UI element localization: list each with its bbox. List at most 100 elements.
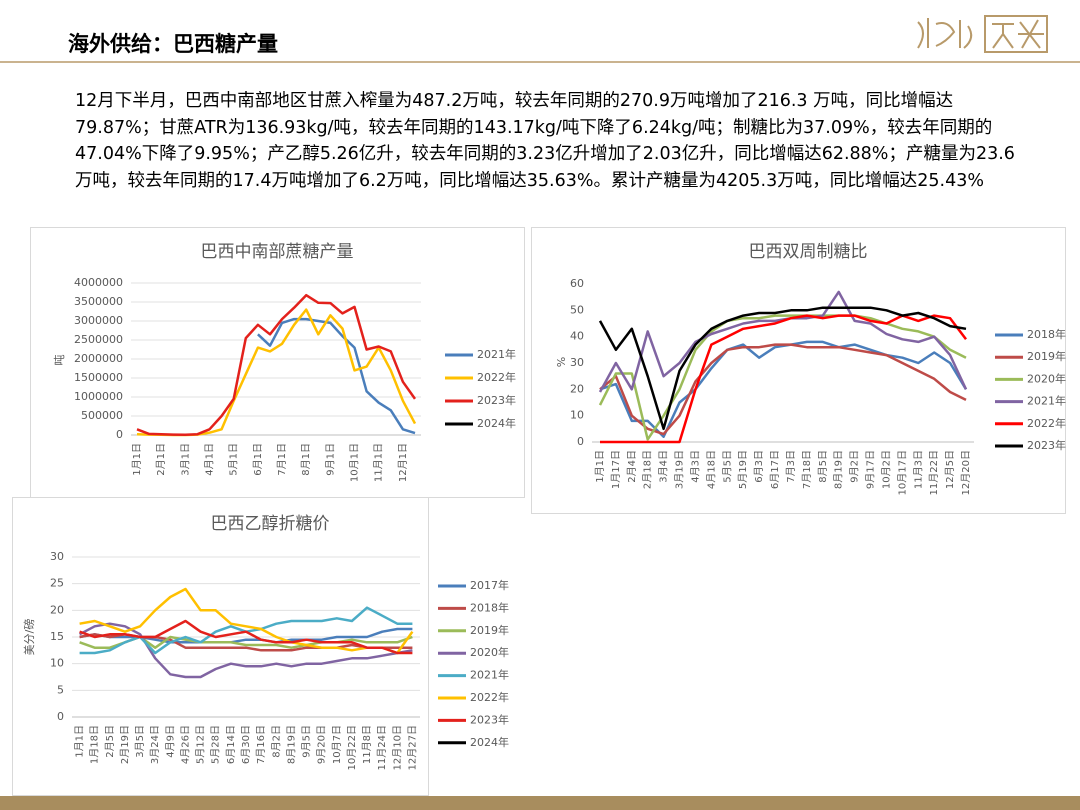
x-tick-label: 3月1日 bbox=[179, 443, 191, 476]
x-tick-label: 12月5日 bbox=[944, 450, 956, 489]
legend-label: 2020年 bbox=[1027, 371, 1066, 385]
x-tick-label: 4月3日 bbox=[689, 450, 701, 483]
legend-label: 2022年 bbox=[477, 370, 516, 384]
x-tick-label: 8月19日 bbox=[833, 450, 845, 489]
y-tick-label: 50 bbox=[570, 303, 584, 316]
x-tick-label: 8月1日 bbox=[300, 443, 312, 476]
x-tick-label: 4月18日 bbox=[705, 450, 717, 489]
x-tick-label: 1月1日 bbox=[74, 725, 86, 758]
footer-bar bbox=[0, 796, 1080, 810]
x-tick-label: 3月4日 bbox=[658, 450, 670, 483]
x-tick-label: 11月22日 bbox=[928, 450, 940, 495]
y-tick-label: 20 bbox=[50, 603, 64, 616]
y-tick-label: 5 bbox=[57, 683, 64, 696]
x-tick-label: 5月28日 bbox=[210, 725, 222, 764]
y-tick-label: 15 bbox=[50, 630, 64, 643]
x-tick-label: 9月5日 bbox=[301, 725, 313, 758]
line-series bbox=[598, 306, 967, 431]
y-axis-label: 吨 bbox=[53, 355, 66, 366]
x-tick-label: 1月18日 bbox=[89, 725, 101, 764]
y-tick-label: 2000000 bbox=[74, 352, 123, 365]
y-tick-label: 30 bbox=[570, 356, 584, 369]
chart-title: 巴西双周制糖比 bbox=[749, 242, 868, 262]
line-series bbox=[599, 343, 967, 436]
x-tick-label: 5月12日 bbox=[195, 725, 207, 764]
y-tick-label: 4000000 bbox=[74, 276, 123, 289]
x-tick-label: 11月3日 bbox=[912, 450, 924, 489]
x-tick-label: 5月19日 bbox=[737, 450, 749, 489]
y-tick-label: 60 bbox=[570, 277, 584, 290]
y-tick-label: 10 bbox=[570, 409, 584, 422]
x-tick-label: 8月19日 bbox=[285, 725, 297, 764]
x-tick-label: 10月7日 bbox=[331, 725, 343, 764]
legend-label: 2017年 bbox=[470, 578, 509, 592]
x-tick-label: 7月18日 bbox=[801, 450, 813, 489]
x-tick-label: 5月1日 bbox=[228, 443, 240, 476]
x-tick-label: 9月1日 bbox=[324, 443, 336, 476]
x-tick-label: 2月4日 bbox=[626, 450, 638, 483]
x-tick-label: 8月2日 bbox=[270, 725, 282, 758]
x-tick-label: 9月20日 bbox=[316, 725, 328, 764]
legend-label: 2019年 bbox=[1027, 349, 1066, 363]
y-tick-label: 2500000 bbox=[74, 333, 123, 346]
x-tick-label: 5月5日 bbox=[721, 450, 733, 483]
x-tick-label: 8月5日 bbox=[817, 450, 829, 483]
line-series bbox=[257, 317, 416, 435]
y-tick-label: 500000 bbox=[81, 409, 123, 422]
x-tick-label: 12月20日 bbox=[960, 450, 972, 495]
x-tick-label: 12月27日 bbox=[406, 725, 418, 770]
x-tick-label: 6月17日 bbox=[769, 450, 781, 489]
y-tick-label: 3500000 bbox=[74, 295, 123, 308]
x-tick-label: 7月1日 bbox=[276, 443, 288, 476]
x-tick-label: 2月18日 bbox=[642, 450, 654, 489]
x-tick-label: 4月26日 bbox=[179, 725, 191, 764]
x-tick-label: 9月2日 bbox=[849, 450, 861, 483]
slide-title: 海外供给：巴西糖产量 bbox=[68, 32, 278, 56]
x-tick-label: 11月1日 bbox=[373, 443, 385, 482]
x-tick-label: 6月30日 bbox=[240, 725, 252, 764]
x-tick-label: 7月3日 bbox=[785, 450, 797, 483]
legend-label: 2022年 bbox=[470, 690, 509, 704]
chart-title: 巴西乙醇折糖价 bbox=[211, 514, 330, 534]
y-tick-label: 20 bbox=[570, 382, 584, 395]
x-tick-label: 3月5日 bbox=[134, 725, 146, 758]
x-tick-label: 6月1日 bbox=[252, 443, 264, 476]
legend-label: 2021年 bbox=[470, 668, 509, 682]
legend-label: 2024年 bbox=[470, 735, 509, 749]
legend-label: 2023年 bbox=[470, 712, 509, 726]
legend-label: 2023年 bbox=[1027, 438, 1066, 452]
x-tick-label: 10月2日 bbox=[880, 450, 892, 489]
y-tick-label: 40 bbox=[570, 330, 584, 343]
legend-label: 2018年 bbox=[1027, 327, 1066, 341]
x-tick-label: 10月22日 bbox=[346, 725, 358, 770]
line-series bbox=[79, 619, 413, 655]
x-tick-label: 1月17日 bbox=[610, 450, 622, 489]
y-tick-label: 30 bbox=[50, 550, 64, 563]
x-tick-label: 2月5日 bbox=[104, 725, 116, 758]
line-series bbox=[79, 587, 414, 655]
line-series bbox=[79, 622, 413, 679]
x-tick-label: 12月10日 bbox=[391, 725, 403, 770]
summary-text: 12月下半月，巴西中南部地区甘蔗入榨量为487.2万吨，较去年同期的270.9万… bbox=[75, 91, 1015, 191]
x-tick-label: 4月9日 bbox=[164, 725, 176, 758]
y-tick-label: 25 bbox=[50, 577, 64, 590]
x-tick-label: 6月3日 bbox=[753, 450, 765, 483]
y-tick-label: 0 bbox=[57, 710, 64, 723]
chart-frame bbox=[30, 227, 525, 498]
y-tick-label: 10 bbox=[50, 657, 64, 670]
y-tick-label: 0 bbox=[116, 428, 123, 441]
chart-title: 巴西中南部蔗糖产量 bbox=[201, 242, 354, 262]
legend-label: 2022年 bbox=[1027, 416, 1066, 430]
legend-label: 2018年 bbox=[470, 600, 509, 614]
x-tick-label: 2月19日 bbox=[119, 725, 131, 764]
y-tick-label: 1500000 bbox=[74, 371, 123, 384]
x-tick-label: 10月17日 bbox=[896, 450, 908, 495]
legend-label: 2021年 bbox=[1027, 394, 1066, 408]
x-tick-label: 9月17日 bbox=[865, 450, 877, 489]
line-series bbox=[600, 314, 967, 444]
x-tick-label: 4月1日 bbox=[204, 443, 216, 476]
logo bbox=[917, 15, 1048, 53]
x-tick-label: 10月1日 bbox=[349, 443, 361, 482]
y-axis-label: % bbox=[555, 357, 568, 367]
